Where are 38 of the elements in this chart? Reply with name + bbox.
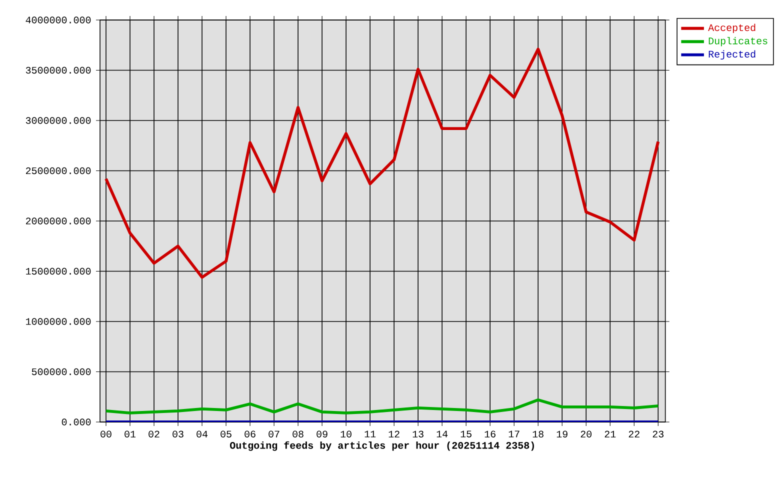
x-tick-label: 08: [292, 430, 304, 438]
x-tick-label: 17: [508, 430, 520, 438]
x-tick-label: 09: [316, 430, 328, 438]
x-tick-label: 04: [196, 430, 208, 438]
legend-label: Rejected: [708, 50, 756, 60]
legend-label: Accepted: [708, 24, 756, 34]
x-tick-label: 02: [148, 430, 160, 438]
y-tick-label: 3500000.000: [26, 66, 91, 74]
x-tick-label: 23: [652, 430, 664, 438]
x-tick-label: 18: [532, 430, 544, 438]
x-tick-label: 19: [556, 430, 568, 438]
x-tick-label: 00: [100, 430, 112, 438]
y-tick-label: 3000000.000: [26, 117, 91, 124]
x-tick-label: 03: [172, 430, 184, 438]
x-tick-label: 01: [124, 430, 136, 438]
y-tick-label: 2500000.000: [26, 167, 91, 174]
y-tick-label: 1500000.000: [26, 268, 91, 275]
x-tick-label: 06: [244, 430, 256, 438]
x-tick-label: 21: [604, 430, 616, 438]
y-tick-label: 0.000: [62, 418, 91, 426]
x-tick-label: 10: [340, 430, 352, 438]
x-axis-title: Outgoing feeds by articles per hour (20251114 2358): [230, 441, 534, 451]
x-tick-label: 07: [268, 430, 280, 438]
x-tick-label: 11: [364, 430, 376, 438]
y-tick-label: 2000000.000: [26, 218, 91, 224]
x-tick-label: 15: [460, 430, 472, 438]
x-tick-label: 14: [436, 430, 448, 438]
x-tick-label: 16: [484, 430, 496, 438]
x-tick-label: 05: [220, 430, 232, 438]
y-tick-label: 500000.000: [32, 368, 91, 376]
x-tick-label: 12: [388, 430, 400, 438]
x-tick-label: 22: [628, 430, 640, 438]
y-tick-label: 1000000.000: [26, 318, 91, 325]
y-tick-label: 4000000.000: [26, 16, 91, 24]
x-tick-label: 13: [412, 430, 424, 438]
x-tick-label: 20: [580, 430, 592, 438]
line-series: [104, 48, 660, 279]
legend-label: Duplicates: [708, 36, 768, 46]
